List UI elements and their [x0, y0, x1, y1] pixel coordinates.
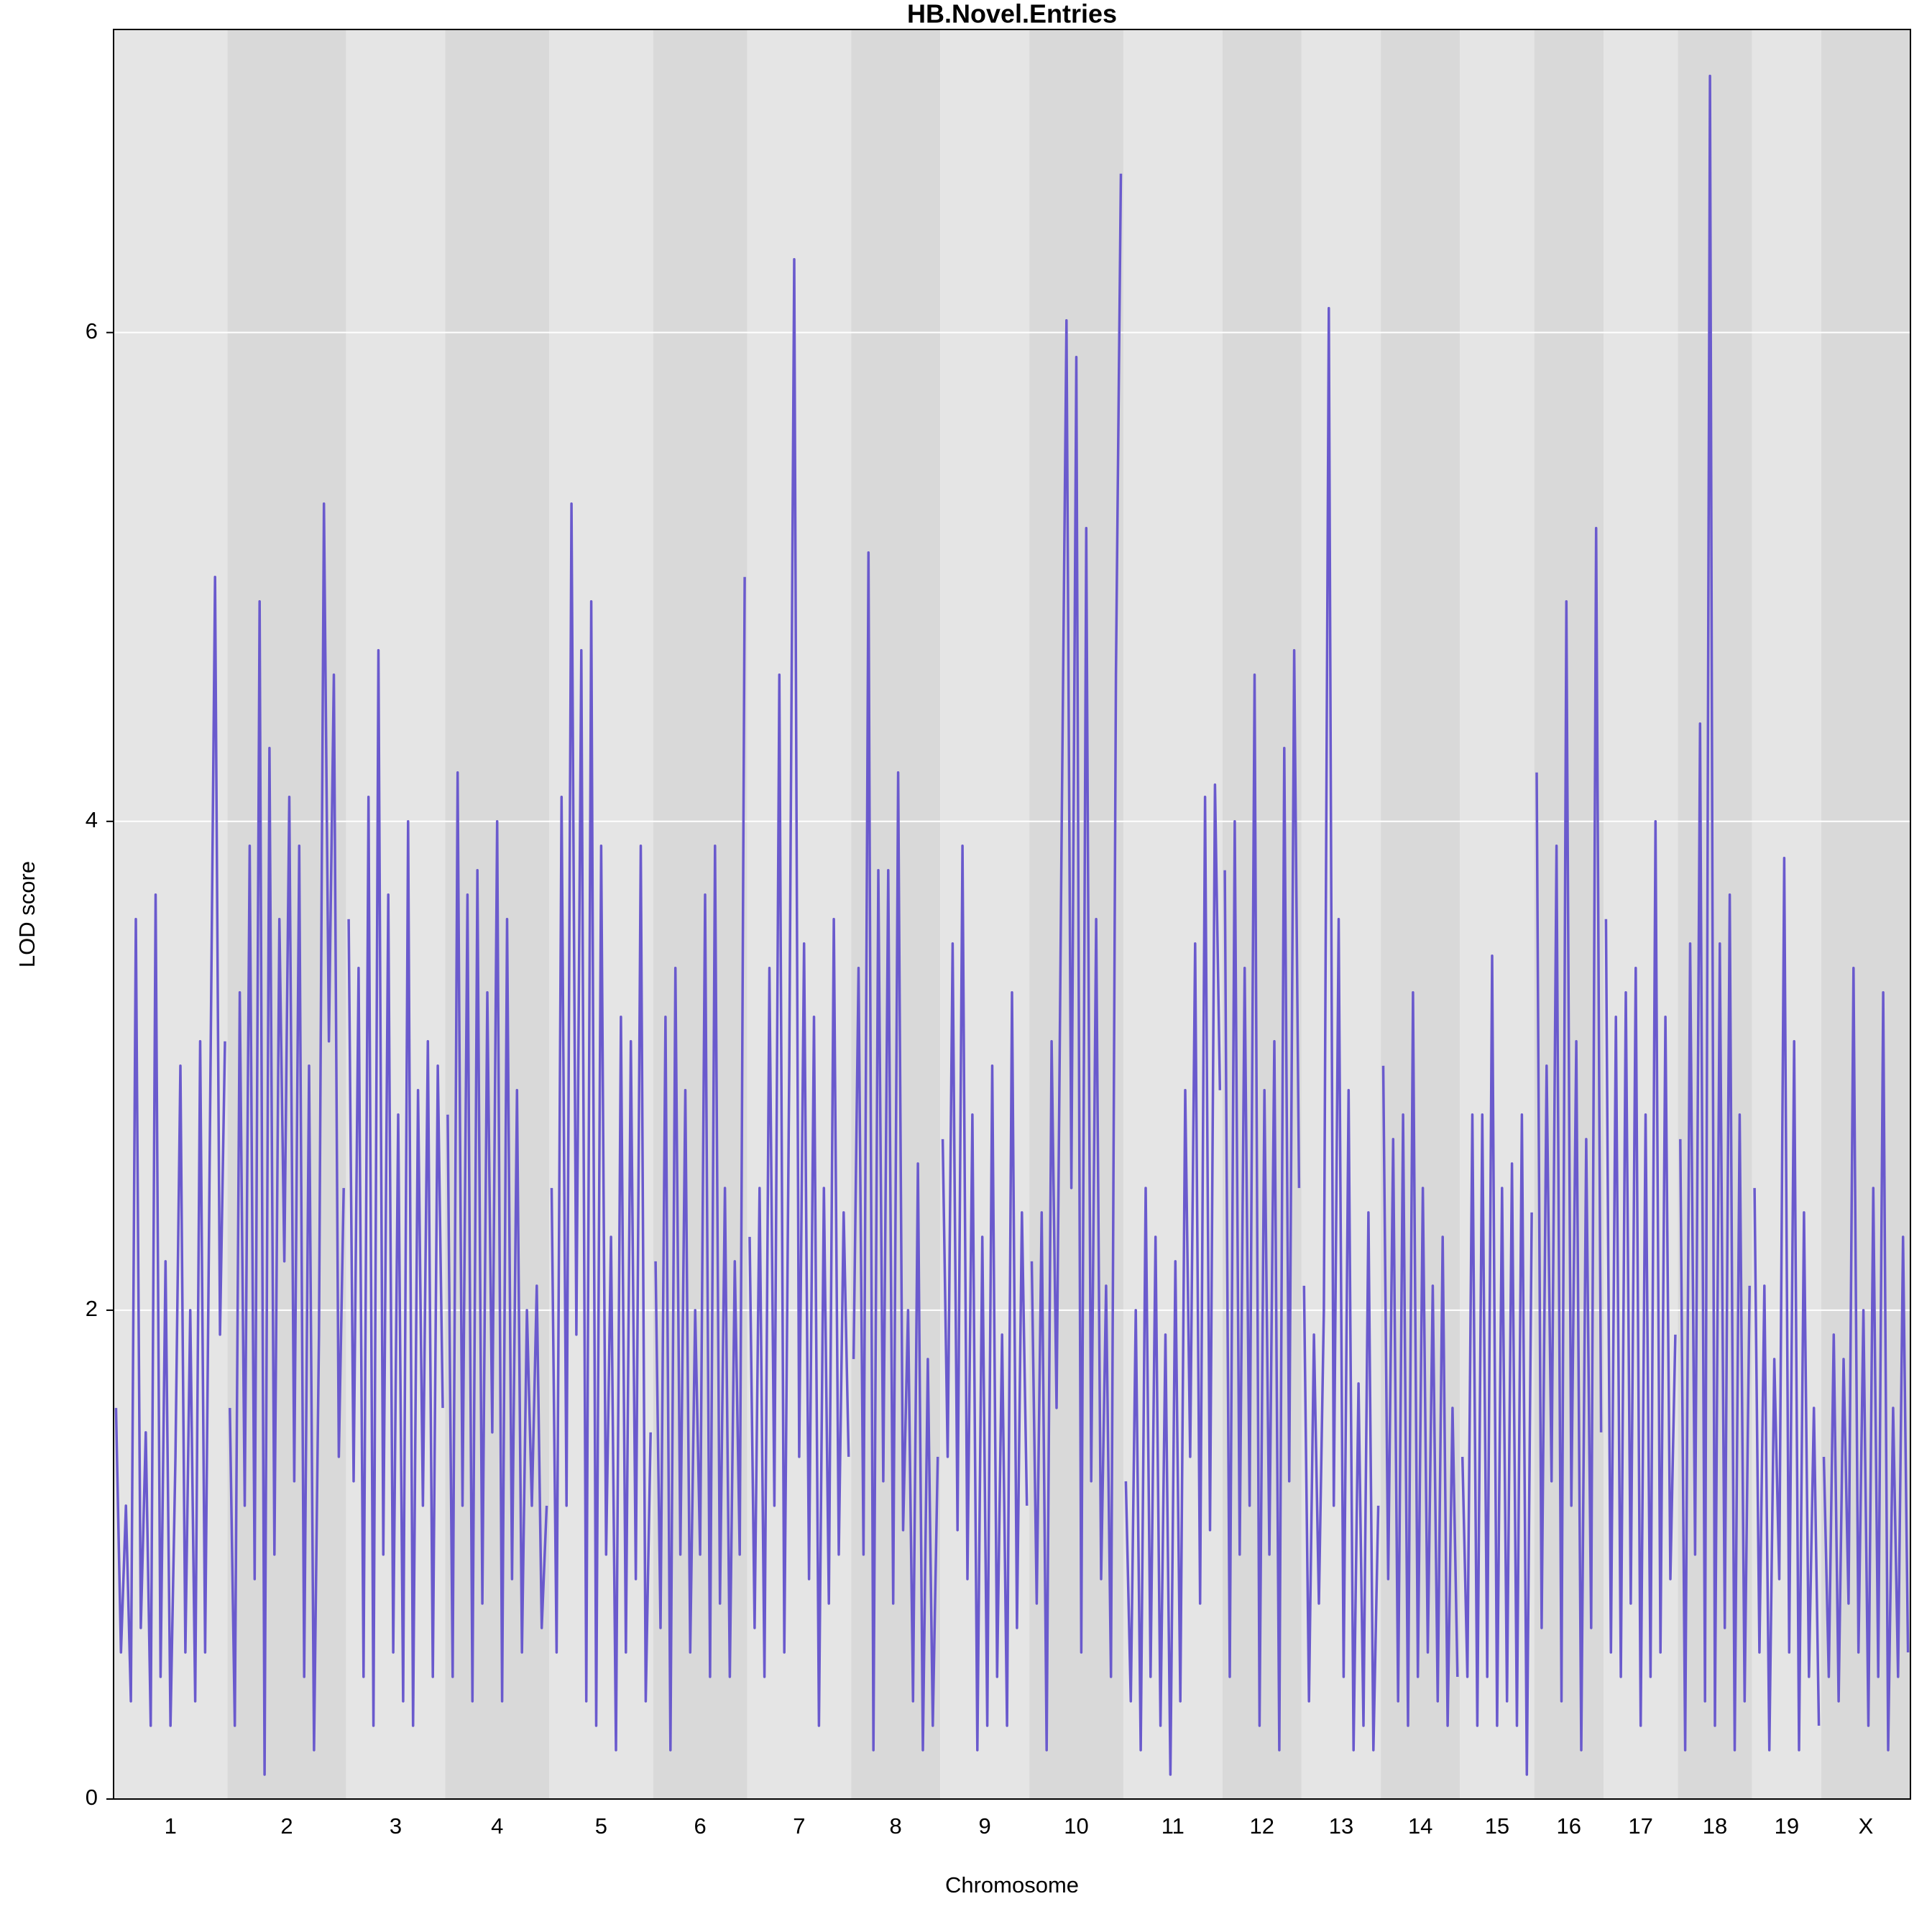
lod-line: [941, 845, 1029, 1752]
chromosome-band: [1460, 29, 1535, 1799]
lod-line: [1223, 648, 1301, 1752]
x-tick-label: 5: [595, 1813, 607, 1839]
lod-line: [1460, 954, 1533, 1776]
x-tick-label: 2: [280, 1813, 293, 1839]
x-tick-label: 10: [1064, 1813, 1088, 1839]
x-tick-label: 6: [694, 1813, 706, 1839]
y-tick-label: 6: [86, 318, 98, 344]
x-tick-label: X: [1859, 1813, 1874, 1839]
chromosome-band: [114, 29, 228, 1799]
lod-line: [1381, 991, 1459, 1727]
lod-line: [550, 502, 652, 1752]
x-tick-label: 8: [890, 1813, 902, 1839]
lod-line: [852, 551, 939, 1752]
x-tick-label: 11: [1162, 1813, 1184, 1839]
lines: [114, 74, 1910, 1776]
lod-line: [347, 648, 444, 1727]
x-tick-label: 15: [1485, 1813, 1509, 1839]
lod-line: [748, 257, 850, 1727]
y-axis-title: LOD score: [14, 861, 40, 967]
lod-line: [114, 575, 226, 1727]
lod-line: [1535, 526, 1603, 1752]
lod-line: [446, 771, 548, 1703]
plot-frame: [113, 29, 1911, 1800]
lod-line: [1604, 820, 1677, 1727]
chromosome-band: [1604, 29, 1678, 1799]
lod-line: [654, 576, 746, 1752]
x-tick-label: 4: [491, 1813, 503, 1839]
x-tick-label: 14: [1408, 1813, 1432, 1839]
chart-title: HB.Novel.Entries: [907, 0, 1117, 29]
lod-line: [1030, 173, 1123, 1752]
chromosome-band: [1301, 29, 1381, 1799]
chromosome-band: [346, 29, 446, 1799]
x-tick-label: 13: [1329, 1813, 1353, 1839]
x-tick-label: 3: [390, 1813, 402, 1839]
x-tick-label: 19: [1775, 1813, 1799, 1839]
lod-line: [1124, 783, 1222, 1776]
lod-line: [1753, 857, 1821, 1752]
x-tick-label: 9: [978, 1813, 990, 1839]
y-tick-label: 4: [86, 807, 98, 832]
lod-line: [1302, 306, 1380, 1752]
lod-line: [1679, 74, 1751, 1752]
x-tick-label: 16: [1557, 1813, 1581, 1839]
y-tick-label: 2: [86, 1296, 98, 1321]
x-axis-title: Chromosome: [945, 1872, 1079, 1898]
x-tick-label: 17: [1628, 1813, 1652, 1839]
lod-line: [1822, 967, 1910, 1752]
lod-line: [229, 502, 345, 1776]
x-tick-label: 7: [793, 1813, 805, 1839]
x-tick-label: 12: [1250, 1813, 1274, 1839]
x-tick-label: 1: [165, 1813, 177, 1839]
chromosome-band: [1752, 29, 1822, 1799]
y-tick-label: 0: [86, 1785, 98, 1810]
x-tick-label: 18: [1703, 1813, 1727, 1839]
